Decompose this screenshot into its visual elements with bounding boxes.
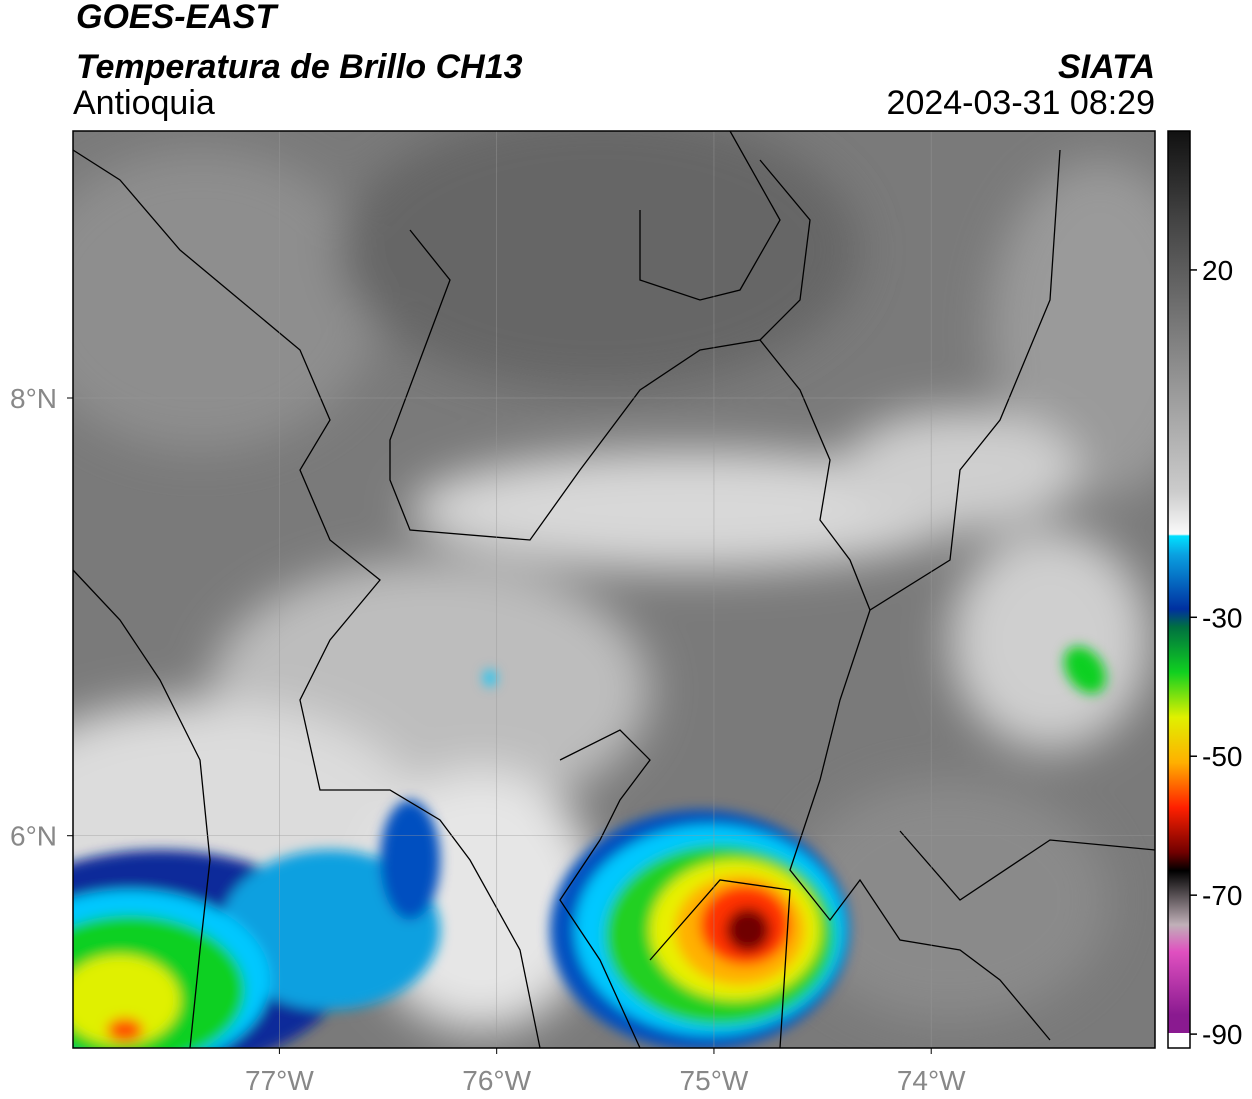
source: SIATA [1058, 48, 1155, 86]
x-tick-label: 76°W [462, 1065, 531, 1096]
x-tick-label: 75°W [680, 1065, 749, 1096]
colorbar-tick-label: -90 [1202, 1019, 1242, 1050]
colorbar-frame [1167, 130, 1191, 1049]
datetime: 2024-03-31 08:29 [887, 84, 1155, 122]
y-tick-label: 8°N [10, 383, 57, 414]
colorbar-tick-label: -50 [1202, 741, 1242, 772]
subtitle: Temperatura de Brillo CH13 [76, 48, 523, 86]
satellite-image [73, 131, 1155, 1048]
title: GOES-EAST [76, 0, 279, 36]
colorbar-under [1168, 1033, 1190, 1048]
map-frame [72, 130, 1156, 1049]
region: Antioquia [73, 84, 215, 122]
colorbar-tick-label: -30 [1202, 602, 1242, 633]
x-tick-label: 74°W [897, 1065, 966, 1096]
y-tick-label: 6°N [10, 821, 57, 852]
x-tick-label: 77°W [245, 1065, 314, 1096]
colorbar-tick-label: -70 [1202, 880, 1242, 911]
colorbar-tick-label: 20 [1202, 255, 1233, 286]
colorbar [1168, 131, 1190, 1033]
